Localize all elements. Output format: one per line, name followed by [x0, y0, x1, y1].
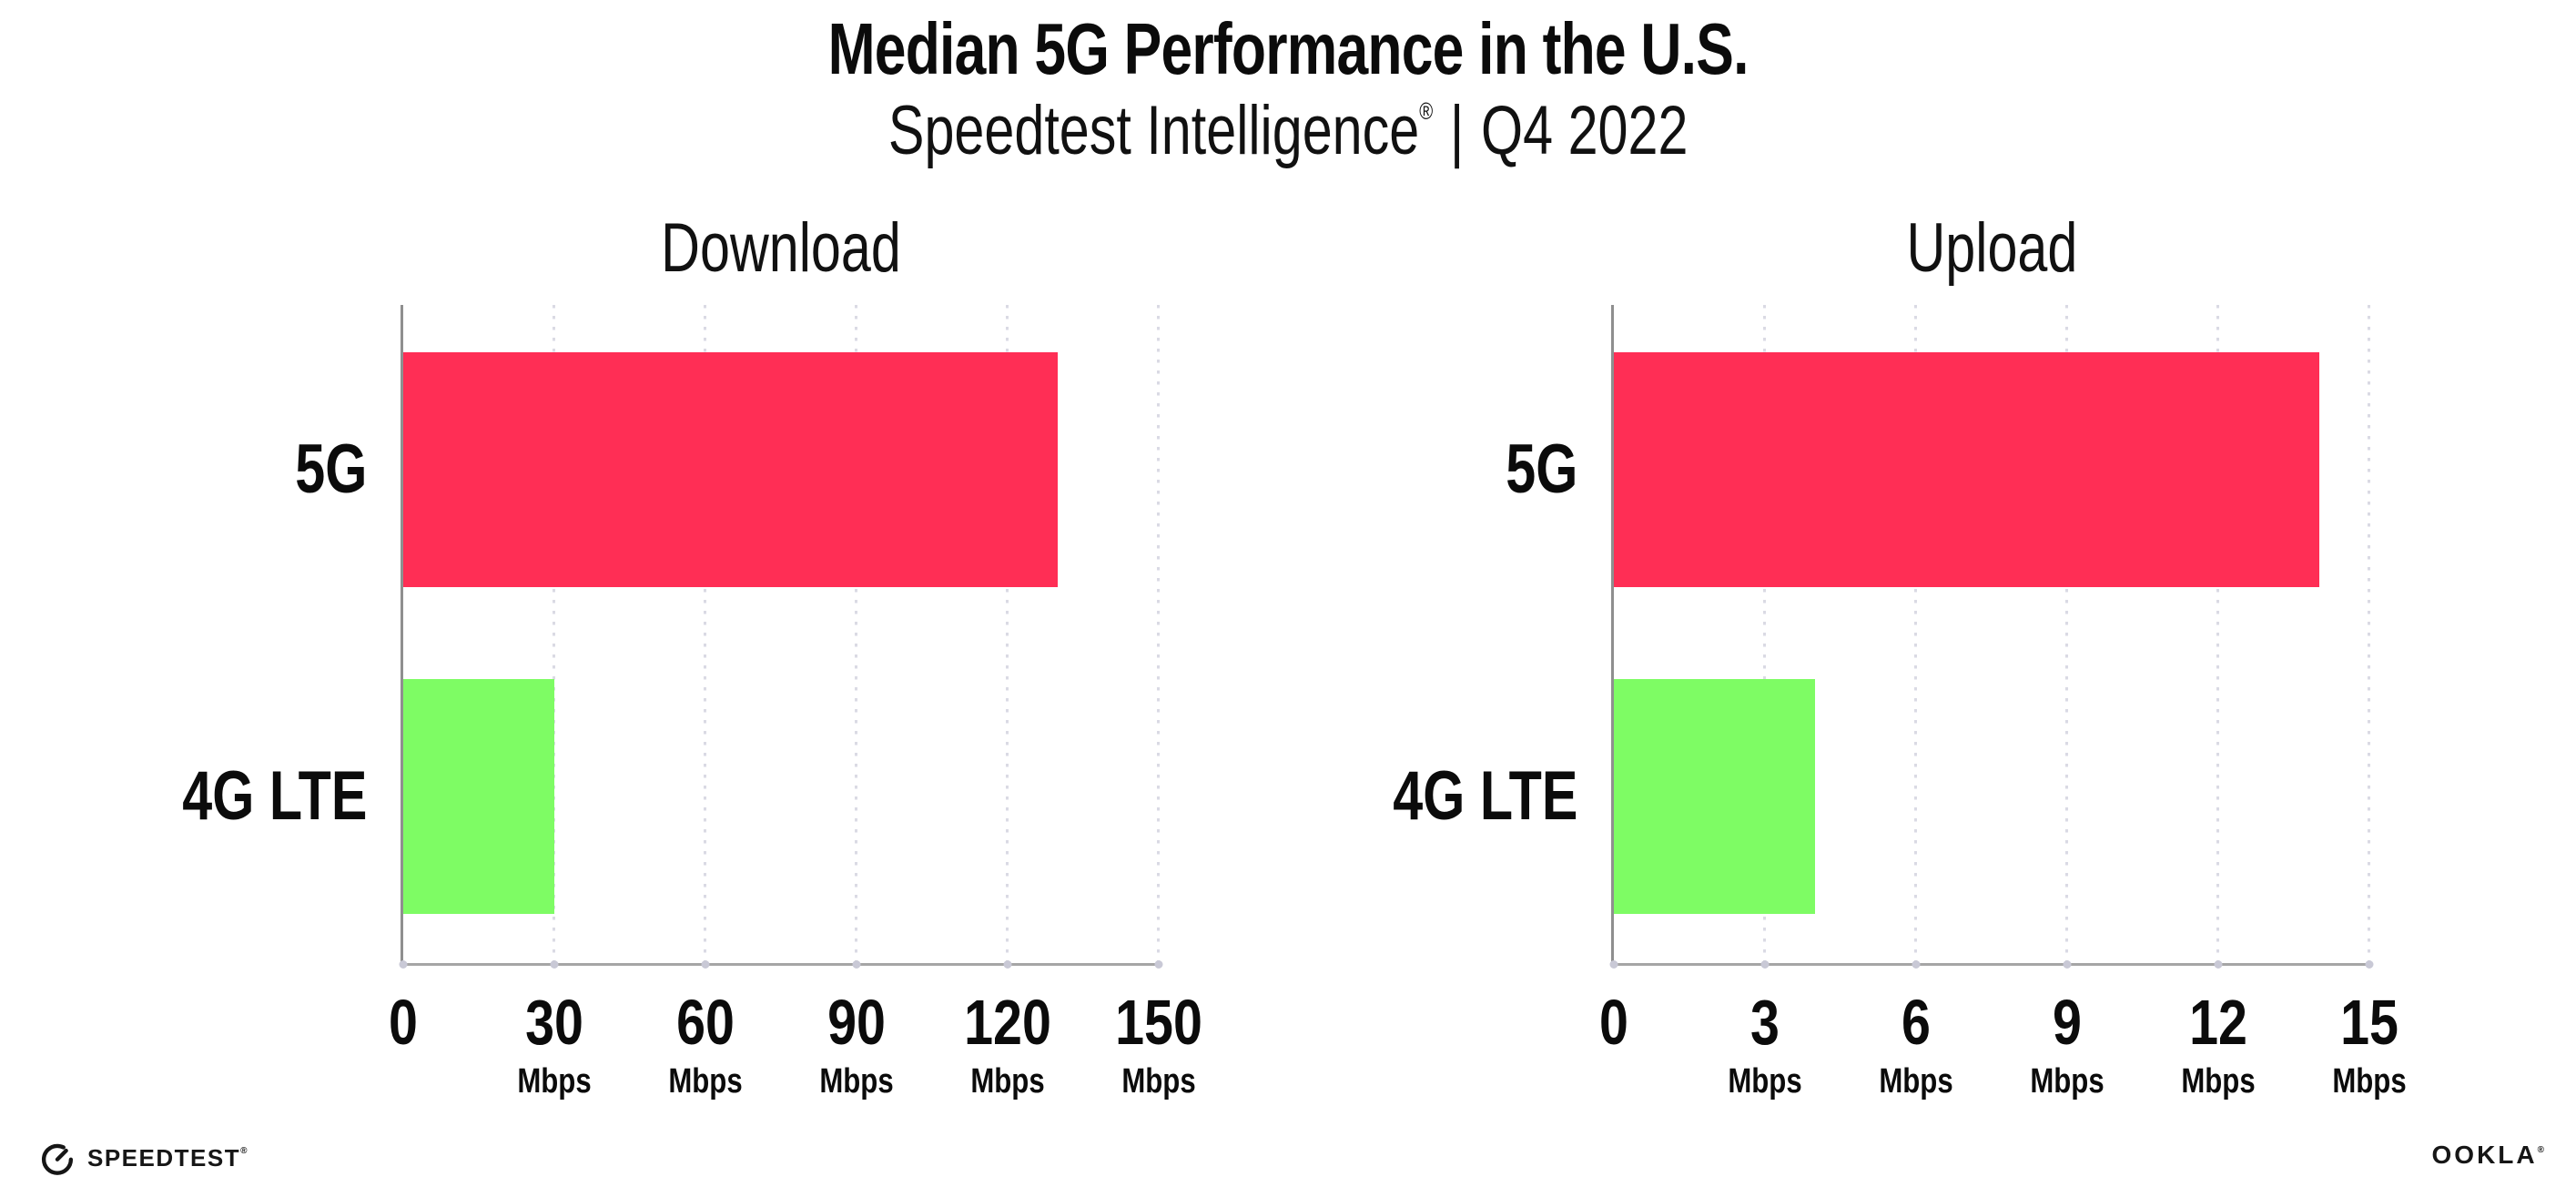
gridline: [2368, 305, 2370, 963]
gridline: [553, 305, 555, 963]
upload-chart-title: Upload: [1559, 214, 2424, 283]
subtitle-brand: Speedtest Intelligence: [887, 92, 1420, 169]
axis-tick-dot: [2063, 960, 2072, 969]
x-tick-value: 6: [1902, 987, 1931, 1058]
axis-tick-dot: [852, 960, 861, 969]
x-tick-unit: Mbps: [819, 1062, 894, 1101]
x-tick: 90 Mbps: [811, 990, 901, 1099]
x-tick-unit: Mbps: [2181, 1062, 2256, 1101]
category-label-5g-text: 5G: [1505, 431, 1577, 508]
x-tick: 0: [1597, 990, 1632, 1054]
gridline: [1157, 305, 1160, 963]
category-label-5g-text: 5G: [294, 431, 367, 508]
category-label-4g-lte: 4G LTE: [130, 762, 367, 831]
x-tick: 120 Mbps: [955, 990, 1061, 1099]
axis-tick-dot: [1154, 960, 1163, 969]
page-title-text: Median 5G Performance in the U.S.: [827, 8, 1749, 89]
axis-tick-dot: [2214, 960, 2223, 969]
page-subtitle: Speedtest Intelligence® | Q4 2022: [0, 95, 2576, 167]
x-tick-value: 60: [676, 987, 735, 1058]
bar-5g-download: [403, 352, 1059, 587]
category-label-5g: 5G: [275, 435, 367, 504]
category-label-5g: 5G: [1486, 435, 1577, 504]
bar-4g-lte-upload: [1614, 679, 1816, 914]
gridline: [704, 305, 706, 963]
gridline: [855, 305, 857, 963]
upload-chart-title-text: Upload: [1906, 209, 2077, 287]
x-tick-value: 30: [525, 987, 583, 1058]
ookla-wordmark-text: OOKLA: [2431, 1141, 2538, 1169]
download-chart-title-text: Download: [661, 209, 901, 287]
download-chart-plot: Download 5G 4G LTE 0 30 Mbps 60 Mbps 90 Mbp…: [182, 214, 1202, 1100]
x-tick: 15 Mbps: [2324, 990, 2414, 1099]
subtitle-period: Q4 2022: [1480, 92, 1689, 169]
x-tick: 60 Mbps: [660, 990, 750, 1099]
axis-tick-dot: [1912, 960, 1921, 969]
axis-tick-dot: [701, 960, 710, 969]
x-tick-value: 0: [1599, 987, 1628, 1058]
x-tick-unit: Mbps: [2332, 1062, 2407, 1101]
speedtest-wordmark: SPEEDTEST®: [87, 1144, 248, 1172]
x-tick: 9 Mbps: [2022, 990, 2112, 1099]
page-title: Median 5G Performance in the U.S.: [0, 11, 2576, 87]
x-tick: 12 Mbps: [2173, 990, 2263, 1099]
x-tick: 6 Mbps: [1871, 990, 1961, 1099]
x-tick-value: 15: [2340, 987, 2399, 1058]
speedtest-logo: SPEEDTEST®: [38, 1139, 248, 1177]
gridline: [1006, 305, 1009, 963]
x-tick: 3 Mbps: [1719, 990, 1810, 1099]
x-tick-unit: Mbps: [2030, 1062, 2104, 1101]
x-tick-value: 12: [2189, 987, 2247, 1058]
x-tick-unit: Mbps: [1121, 1062, 1196, 1101]
x-tick: 30 Mbps: [509, 990, 599, 1099]
axis-tick-dot: [550, 960, 559, 969]
x-tick-unit: Mbps: [1879, 1062, 1953, 1101]
axis-tick-dot: [399, 960, 408, 969]
download-chart-title: Download: [349, 214, 1213, 283]
x-tick-unit: Mbps: [517, 1062, 592, 1101]
x-tick-value: 9: [2053, 987, 2082, 1058]
axis-tick-dot: [1609, 960, 1618, 969]
speedtest-wordmark-text: SPEEDTEST: [87, 1143, 241, 1172]
axis-tick-dot: [1003, 960, 1012, 969]
bar-4g-lte-download: [403, 679, 554, 914]
axis-tick-dot: [2365, 960, 2374, 969]
category-label-4g-lte-text: 4G LTE: [181, 757, 367, 835]
x-tick-unit: Mbps: [668, 1062, 743, 1101]
gridline: [2216, 305, 2219, 963]
x-tick-value: 150: [1115, 987, 1202, 1058]
page-subtitle-text: Speedtest Intelligence® | Q4 2022: [888, 95, 1689, 167]
registered-mark: ®: [1419, 97, 1434, 125]
subtitle-divider: |: [1449, 92, 1465, 169]
category-label-4g-lte: 4G LTE: [1341, 762, 1577, 831]
x-tick-value: 3: [1750, 987, 1780, 1058]
gridline: [1763, 305, 1766, 963]
upload-chart-plot: Upload 5G 4G LTE 0 3 Mbps 6 Mbps 9 Mbps 12 M…: [1393, 214, 2407, 1100]
axis-tick-dot: [1760, 960, 1770, 969]
x-tick-value: 120: [964, 987, 1051, 1058]
x-tick: 0: [386, 990, 421, 1054]
gridline: [2065, 305, 2068, 963]
gridline: [1914, 305, 1917, 963]
x-tick-value: 0: [389, 987, 418, 1058]
bar-5g-upload: [1614, 352, 2319, 587]
ookla-registered-mark: ®: [2537, 1145, 2547, 1155]
category-label-4g-lte-text: 4G LTE: [1392, 757, 1577, 835]
speedtest-registered-mark: ®: [240, 1145, 248, 1156]
x-tick-value: 90: [827, 987, 886, 1058]
x-tick: 150 Mbps: [1106, 990, 1212, 1099]
speedtest-gauge-icon: [41, 1143, 74, 1175]
ookla-logo: OOKLA®: [2432, 1141, 2547, 1170]
x-tick-unit: Mbps: [1728, 1062, 1802, 1101]
x-tick-unit: Mbps: [970, 1062, 1045, 1101]
